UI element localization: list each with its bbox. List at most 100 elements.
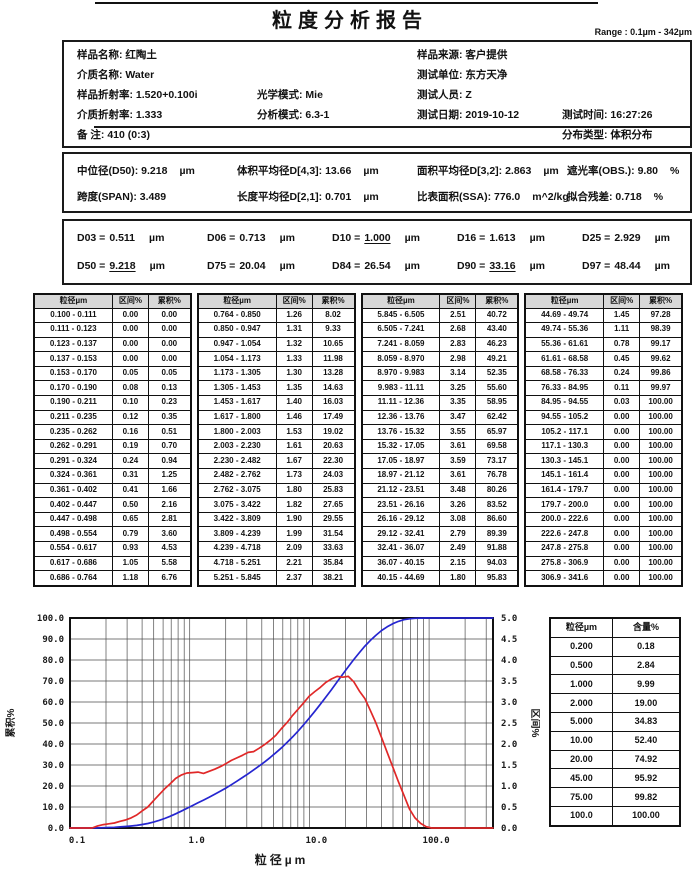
table-cell: 179.7 - 200.0 — [524, 497, 605, 513]
table-cell: 0.00 — [147, 307, 192, 324]
table-cell: 36.07 - 40.15 — [360, 555, 441, 572]
table-row: 1.054 - 1.173 1.33 11.98 — [197, 351, 356, 367]
stat-volume-mean: 体积平均径D[4,3]: 13.66 µm — [237, 165, 379, 177]
column-header-cumulative: 累积% — [147, 293, 192, 309]
summary-header-size: 粒径µm — [549, 617, 613, 638]
table-cell: 13.28 — [311, 365, 356, 382]
x-axis-tick: 10.0 — [306, 836, 328, 846]
table-cell: 0.324 - 0.361 — [33, 468, 113, 484]
table-cell: 25.83 — [311, 482, 356, 499]
table-cell: 0.00 — [147, 322, 192, 338]
table-cell: 3.26 — [439, 497, 477, 513]
remark: 备 注: 410 (0:3) — [77, 129, 150, 141]
table-cell: 45.00 — [549, 768, 613, 789]
table-row: 8.970 - 9.983 3.14 52.35 — [360, 365, 519, 382]
table-cell: 0.31 — [111, 468, 149, 484]
table-cell: 2.98 — [439, 351, 477, 367]
table-row: 0.361 - 0.402 0.41 1.66 — [33, 482, 192, 499]
table-cell: 2.49 — [439, 541, 477, 557]
table-cell: 9.33 — [311, 322, 356, 338]
left-axis-tick: 80.0 — [42, 656, 64, 666]
table-cell: 52.40 — [611, 730, 681, 751]
table-cell: 27.65 — [311, 497, 356, 513]
column-header-interval: 区间% — [275, 293, 313, 309]
table-cell: 1.33 — [275, 351, 313, 367]
table-cell: 9.99 — [611, 674, 681, 695]
table-row: 21.12 - 23.51 3.48 80.26 — [360, 482, 519, 499]
x-axis-tick: 100.0 — [423, 836, 450, 846]
table-cell: 2.230 - 2.482 — [197, 453, 277, 470]
summary-header-content: 含量% — [611, 617, 681, 638]
table-cell: 91.88 — [475, 541, 519, 557]
table-cell: 0.50 — [111, 497, 149, 513]
table-cell: 0.200 — [549, 636, 613, 657]
table-cell: 46.23 — [475, 336, 519, 353]
table-cell: 0.10 — [111, 395, 149, 411]
table-cell: 0.00 — [111, 322, 149, 338]
table-cell: 0.190 - 0.211 — [33, 395, 113, 411]
table-cell: 0.00 — [603, 482, 641, 499]
table-row: 1.800 - 2.003 1.53 19.02 — [197, 424, 356, 440]
distribution-table-group-1: 粒径µm 区间% 累积% 0.100 - 0.111 0.00 0.00 0.111 … — [33, 293, 192, 587]
left-axis-tick: 0.0 — [48, 824, 64, 834]
right-axis-tick: 3.0 — [501, 698, 517, 708]
table-cell: 12.36 - 13.76 — [360, 409, 441, 426]
table-header-row: 粒径µm 含量% — [549, 617, 681, 638]
d-value-d03: D03 = 0.511 µm — [77, 232, 165, 244]
table-row: 9.983 - 11.11 3.25 55.60 — [360, 380, 519, 397]
table-row: 2.762 - 3.075 1.80 25.83 — [197, 482, 356, 499]
right-axis-tick: 2.5 — [501, 719, 517, 729]
table-cell: 94.03 — [475, 555, 519, 572]
table-cell: 0.686 - 0.764 — [33, 570, 113, 587]
table-row: 2.482 - 2.762 1.73 24.03 — [197, 468, 356, 484]
column-header-size: 粒径µm — [360, 293, 441, 309]
table-cell: 58.95 — [475, 395, 519, 411]
table-cell: 145.1 - 161.4 — [524, 468, 605, 484]
right-axis-tick: 1.5 — [501, 761, 517, 771]
table-cell: 200.0 - 222.6 — [524, 511, 605, 528]
table-cell: 100.00 — [639, 482, 683, 499]
table-cell: 76.33 - 84.95 — [524, 380, 605, 397]
table-cell: 69.58 — [475, 438, 519, 455]
table-row: 0.947 - 1.054 1.32 10.65 — [197, 336, 356, 353]
table-cell: 306.9 - 341.6 — [524, 570, 605, 587]
table-row: 26.16 - 29.12 3.08 86.60 — [360, 511, 519, 528]
table-row: 0.100 - 0.111 0.00 0.00 — [33, 307, 192, 324]
table-cell: 29.55 — [311, 511, 356, 528]
table-cell: 17.49 — [311, 409, 356, 426]
info-row: 介质名称: Water 测试单位: 东方天净 — [64, 67, 690, 87]
table-cell: 99.62 — [639, 351, 683, 367]
table-cell: 130.3 - 145.1 — [524, 453, 605, 470]
table-cell: 2.68 — [439, 322, 477, 338]
page-title: 粒度分析报告 — [272, 10, 428, 32]
table-cell: 0.24 — [111, 453, 149, 470]
table-row: 13.76 - 15.32 3.55 65.97 — [360, 424, 519, 440]
stat-area-mean: 面积平均径D[3,2]: 2.863 µm — [417, 165, 559, 177]
test-time: 测试时间: 16:27:26 — [562, 109, 653, 121]
table-cell: 100.00 — [611, 805, 681, 827]
table-cell: 4.53 — [147, 541, 192, 557]
table-row: 4.718 - 5.251 2.21 35.84 — [197, 555, 356, 572]
table-cell: 0.123 - 0.137 — [33, 336, 113, 353]
table-row: 12.36 - 13.76 3.47 62.42 — [360, 409, 519, 426]
table-cell: 100.00 — [639, 555, 683, 572]
table-row: 2.230 - 2.482 1.67 22.30 — [197, 453, 356, 470]
table-row: 18.97 - 21.12 3.61 76.78 — [360, 468, 519, 484]
table-cell: 3.59 — [439, 453, 477, 470]
table-cell: 1.453 - 1.617 — [197, 395, 277, 411]
table-cell: 0.08 — [111, 380, 149, 397]
table-cell: 65.97 — [475, 424, 519, 440]
medium-refractive-index: 介质折射率: 1.333 — [77, 109, 163, 121]
column-header-interval: 区间% — [111, 293, 149, 309]
table-cell: 10.65 — [311, 336, 356, 353]
table-cell: 6.505 - 7.241 — [360, 322, 441, 338]
d-value-d97: D97 = 48.44 µm — [582, 260, 670, 272]
table-row: 247.8 - 275.8 0.00 100.00 — [524, 541, 683, 557]
d-value-d50: D50 = 9.218 µm — [77, 260, 165, 272]
right-axis-tick: 4.5 — [501, 635, 517, 645]
table-cell: 0.13 — [147, 380, 192, 397]
table-cell: 1.31 — [275, 322, 313, 338]
table-cell: 2.81 — [147, 511, 192, 528]
table-cell: 1.11 — [603, 322, 641, 338]
